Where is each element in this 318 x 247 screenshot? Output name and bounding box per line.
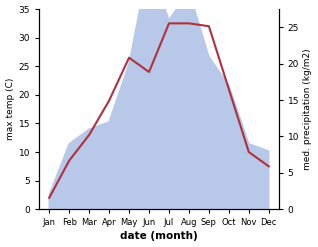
Y-axis label: max temp (C): max temp (C) xyxy=(5,78,15,140)
Y-axis label: med. precipitation (kg/m2): med. precipitation (kg/m2) xyxy=(303,48,313,170)
X-axis label: date (month): date (month) xyxy=(120,231,198,242)
